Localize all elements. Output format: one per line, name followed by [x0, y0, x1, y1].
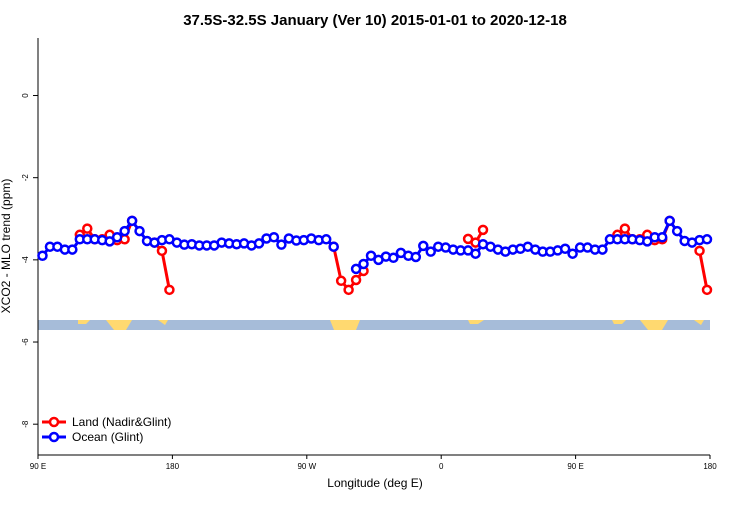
data-point: [111, 232, 123, 243]
data-point: [156, 245, 168, 257]
data-point: [470, 248, 481, 259]
y-tick-label: -8: [21, 420, 30, 428]
data-point: [619, 223, 631, 234]
data-point: [701, 234, 713, 245]
data-point: [388, 252, 399, 264]
y-tick-label: -2: [21, 174, 30, 182]
data-point: [656, 232, 668, 243]
data-point: [164, 284, 175, 296]
data-point: [418, 240, 429, 252]
data-point: [425, 246, 436, 257]
legend-label: Ocean (Glint): [72, 430, 143, 444]
data-point: [343, 284, 354, 296]
data-point: [320, 234, 332, 245]
y-axis-label: XCO2 - MLO trend (ppm): [0, 179, 13, 314]
legend-marker: [48, 431, 60, 443]
data-point: [276, 239, 287, 250]
data-point: [67, 244, 78, 255]
data-point: [477, 224, 489, 236]
land-strip: [78, 320, 704, 330]
y-tick-label: -6: [21, 338, 30, 346]
map-strip: [38, 320, 710, 330]
ocean-strip: [38, 320, 710, 330]
data-point: [642, 236, 653, 247]
y-tick-label: -4: [21, 256, 30, 264]
data-point: [134, 225, 145, 237]
x-axis-label: Longitude (deg E): [327, 476, 422, 490]
data-point: [365, 250, 377, 261]
legend: Land (Nadir&Glint) Ocean (Glint): [42, 415, 171, 444]
data-point: [664, 215, 675, 227]
x-tick-label: 90 E: [30, 462, 46, 471]
data-point: [119, 225, 130, 237]
data-point: [126, 215, 138, 227]
data-point: [328, 241, 339, 252]
x-tick-label: 90 E: [567, 462, 583, 471]
x-tick-label: 90 W: [297, 462, 316, 471]
series: [37, 215, 713, 275]
x-tick-label: 180: [703, 462, 717, 471]
data-point: [37, 250, 48, 261]
data-point: [350, 274, 362, 286]
data-point: [559, 243, 571, 255]
data-point: [350, 263, 362, 275]
data-point: [410, 251, 422, 263]
data-point: [253, 238, 265, 249]
data-point: [104, 236, 115, 247]
data-point: [268, 232, 280, 243]
x-tick-label: 180: [166, 462, 180, 471]
legend-label: Land (Nadir&Glint): [72, 415, 171, 429]
y-tick-label: 0: [21, 93, 30, 98]
data-point: [335, 275, 347, 287]
x-tick-label: 0: [439, 462, 444, 471]
legend-marker: [48, 416, 60, 428]
chart-title: 37.5S-32.5S January (Ver 10) 2015-01-01 …: [183, 12, 567, 29]
data-point: [82, 223, 93, 234]
data-point: [358, 258, 369, 270]
data-point: [567, 248, 578, 259]
data-point: [671, 225, 683, 237]
data-point: [694, 245, 705, 257]
data-point: [701, 284, 713, 296]
data-point: [597, 244, 608, 255]
